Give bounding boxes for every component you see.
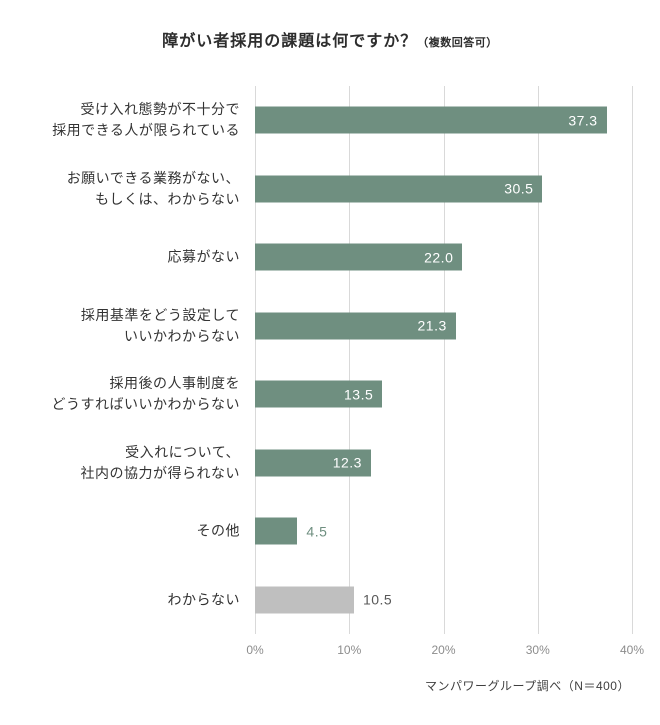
bar-row: 採用後の人事制度をどうすればいいかわからない 13.5 xyxy=(0,360,660,429)
bar-track: 4.5 xyxy=(255,517,632,545)
gridline xyxy=(537,86,539,634)
bar xyxy=(255,380,383,408)
bar-track: 13.5 xyxy=(255,380,632,408)
category-label-line: 採用できる人が限られている xyxy=(52,122,240,139)
bar-row: お願いできる業務がない、もしくは、わからない 30.5 xyxy=(0,155,660,224)
category-label-line: 社内の協力が得られない xyxy=(80,464,240,481)
chart-title-text: 障がい者採用の課題は何ですか？ xyxy=(162,33,418,50)
bar xyxy=(255,175,543,203)
gridline xyxy=(349,86,351,634)
bar xyxy=(255,517,298,545)
category-label: 応募がない xyxy=(0,247,240,268)
value-label: 37.3 xyxy=(568,112,598,129)
bar-row: 受入れについて、社内の協力が得られない 12.3 xyxy=(0,429,660,498)
category-label-line: いいかわからない xyxy=(124,327,240,344)
bar xyxy=(255,312,456,340)
gridline xyxy=(443,86,445,634)
x-tick-label: 20% xyxy=(431,643,456,657)
bar xyxy=(255,243,463,271)
category-label-line: どうすればいいかわからない xyxy=(51,396,240,413)
value-label: 21.3 xyxy=(417,317,447,334)
category-label-line: わからない xyxy=(167,591,240,608)
category-label-line: 応募がない xyxy=(167,248,240,265)
gridline xyxy=(255,86,256,634)
category-label-line: 受け入れ態勢が不十分で xyxy=(80,101,240,118)
value-label: 13.5 xyxy=(344,386,374,403)
value-label: 30.5 xyxy=(504,180,534,197)
bar-track: 12.3 xyxy=(255,449,632,477)
bar-track: 10.5 xyxy=(255,586,632,614)
x-tick-label: 30% xyxy=(525,643,550,657)
bar-track: 21.3 xyxy=(255,312,632,340)
bar-track: 37.3 xyxy=(255,106,632,134)
value-label: 12.3 xyxy=(332,454,362,471)
bar xyxy=(255,586,354,614)
bar-row: 採用基準をどう設定していいかわからない 21.3 xyxy=(0,292,660,361)
category-label: 採用後の人事制度をどうすればいいかわからない xyxy=(0,373,240,415)
category-label: その他 xyxy=(0,521,240,542)
source-note: マンパワーグループ調べ（N＝400） xyxy=(425,679,630,693)
bar-rows: 受け入れ態勢が不十分で採用できる人が限られている 37.3 お願いできる業務がない、… xyxy=(0,86,660,634)
category-label-line: お願いできる業務がない、 xyxy=(66,169,240,186)
bar-row: わからない 10.5 xyxy=(0,566,660,635)
bar-row: その他 4.5 xyxy=(0,497,660,566)
bar-track: 30.5 xyxy=(255,175,632,203)
x-tick-label: 10% xyxy=(337,643,362,657)
chart-title-note: （複数回答可） xyxy=(417,37,498,49)
value-label: 10.5 xyxy=(362,591,393,608)
bar-track: 22.0 xyxy=(255,243,632,271)
value-label: 22.0 xyxy=(424,249,454,266)
category-label-line: もしくは、わからない xyxy=(95,190,240,207)
x-axis: 0% 10% 20% 30% 40% xyxy=(246,634,644,657)
x-tick-label: 40% xyxy=(619,643,645,657)
category-label-line: 採用後の人事制度を xyxy=(109,375,240,392)
category-label-line: その他 xyxy=(196,522,240,539)
bar xyxy=(255,449,371,477)
bar-row: 応募がない 22.0 xyxy=(0,223,660,292)
category-label-line: 受入れについて、 xyxy=(125,443,240,460)
category-label: 受け入れ態勢が不十分で採用できる人が限られている xyxy=(0,99,240,141)
x-tick-label: 0% xyxy=(246,643,264,657)
category-label: お願いできる業務がない、もしくは、わからない xyxy=(0,168,240,210)
value-label: 4.5 xyxy=(306,523,328,540)
bar xyxy=(255,106,607,134)
plot-area xyxy=(255,86,633,634)
category-label: 受入れについて、社内の協力が得られない xyxy=(0,442,240,484)
category-label-line: 採用基準をどう設定して xyxy=(80,306,240,323)
category-label: わからない xyxy=(0,589,240,610)
category-label: 採用基準をどう設定していいかわからない xyxy=(0,305,240,347)
bar-row: 受け入れ態勢が不十分で採用できる人が限られている 37.3 xyxy=(0,86,660,155)
gridline xyxy=(632,86,633,634)
chart-title: 障がい者採用の課題は何ですか？（複数回答可） xyxy=(0,27,660,51)
